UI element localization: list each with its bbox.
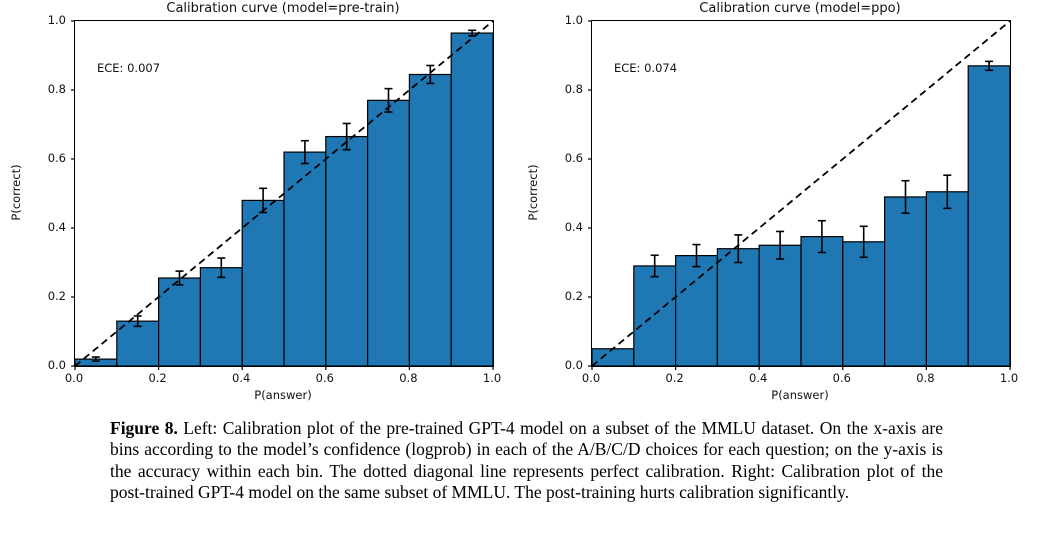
plot-area: ECE: 0.007 bbox=[71, 20, 494, 370]
bar bbox=[967, 65, 1011, 367]
error-bar bbox=[901, 179, 910, 214]
x-tick-label: 0.6 bbox=[315, 371, 334, 385]
x-axis-label: P(answer) bbox=[254, 388, 312, 402]
bar bbox=[367, 99, 411, 367]
x-tick-label: 1.0 bbox=[482, 371, 502, 385]
calibration-chart-pretrain: Calibration curve (model=pre-train) P(co… bbox=[0, 0, 527, 410]
plot-area: ECE: 0.074 bbox=[588, 20, 1011, 370]
y-axis-label: P(correct) bbox=[9, 164, 23, 221]
bar bbox=[283, 151, 327, 367]
bar bbox=[408, 73, 452, 367]
chart-title: Calibration curve (model=pre-train) bbox=[166, 1, 400, 16]
x-tick-label: 0.2 bbox=[665, 371, 684, 385]
x-tick-label: 0.2 bbox=[148, 371, 167, 385]
x-tick-label: 1.0 bbox=[999, 371, 1019, 385]
figure-label: Figure 8. bbox=[110, 418, 178, 438]
bar bbox=[758, 244, 802, 367]
error-bar bbox=[300, 139, 309, 165]
bar bbox=[325, 135, 369, 367]
x-axis-label: P(answer) bbox=[771, 388, 829, 402]
y-tick-label: 0.8 bbox=[564, 82, 583, 96]
x-tick-label: 0.4 bbox=[749, 371, 768, 385]
chart-title: Calibration curve (model=ppo) bbox=[699, 1, 901, 16]
error-bar bbox=[734, 234, 743, 264]
error-bar bbox=[650, 254, 659, 278]
error-bar bbox=[859, 225, 868, 259]
x-tick-label: 0.0 bbox=[581, 371, 601, 385]
bar bbox=[157, 277, 201, 367]
bar bbox=[241, 199, 285, 367]
error-bar bbox=[384, 87, 393, 113]
bar bbox=[450, 32, 494, 367]
calibration-chart-ppo: Calibration curve (model=ppo) P(correct)… bbox=[517, 0, 1044, 410]
y-tick-label: 0.4 bbox=[564, 220, 583, 234]
y-tick-label: 0.6 bbox=[564, 151, 583, 165]
error-bar bbox=[342, 122, 351, 151]
bar bbox=[925, 191, 969, 367]
x-tick-label: 0.6 bbox=[832, 371, 851, 385]
error-bar bbox=[91, 356, 100, 362]
error-bar bbox=[985, 60, 994, 72]
y-tick-label: 1.0 bbox=[47, 13, 66, 27]
ece-annotation: ECE: 0.074 bbox=[614, 61, 678, 75]
error-bar bbox=[817, 219, 826, 254]
ece-annotation: ECE: 0.007 bbox=[97, 61, 161, 75]
x-tick-label: 0.0 bbox=[64, 371, 84, 385]
error-bar bbox=[259, 187, 268, 214]
bar bbox=[633, 265, 677, 367]
y-tick-label: 0.6 bbox=[47, 151, 66, 165]
error-bar bbox=[217, 257, 226, 279]
x-tick-label: 0.8 bbox=[916, 371, 935, 385]
chart-canvas bbox=[588, 20, 1011, 370]
perfect-calibration-line bbox=[74, 20, 494, 367]
y-tick-label: 0.2 bbox=[564, 289, 583, 303]
y-tick-label: 0.8 bbox=[47, 82, 66, 96]
error-bar bbox=[776, 230, 785, 260]
y-tick-label: 0.4 bbox=[47, 220, 66, 234]
y-tick-label: 1.0 bbox=[564, 13, 583, 27]
caption-text: Left: Calibration plot of the pre-traine… bbox=[110, 418, 943, 503]
bar bbox=[674, 255, 718, 367]
bar bbox=[842, 241, 886, 367]
y-tick-label: 0.0 bbox=[564, 358, 583, 372]
bar bbox=[716, 248, 760, 367]
x-tick-label: 0.8 bbox=[399, 371, 418, 385]
bar bbox=[800, 236, 844, 367]
y-tick-label: 0.2 bbox=[47, 289, 66, 303]
figure-caption: Figure 8. Left: Calibration plot of the … bbox=[110, 418, 943, 504]
error-bar bbox=[692, 243, 701, 268]
error-bar bbox=[426, 64, 435, 85]
error-bar bbox=[175, 270, 184, 286]
bar bbox=[591, 348, 635, 367]
bar bbox=[884, 196, 928, 367]
perfect-calibration-line bbox=[591, 20, 1011, 367]
error-bar bbox=[943, 174, 952, 210]
x-tick-label: 0.4 bbox=[232, 371, 251, 385]
y-tick-label: 0.0 bbox=[47, 358, 66, 372]
bar bbox=[116, 320, 160, 367]
bar bbox=[199, 267, 243, 367]
error-bar bbox=[468, 29, 477, 37]
error-bar bbox=[133, 315, 142, 328]
chart-canvas bbox=[71, 20, 494, 370]
y-axis-label: P(correct) bbox=[526, 164, 540, 221]
